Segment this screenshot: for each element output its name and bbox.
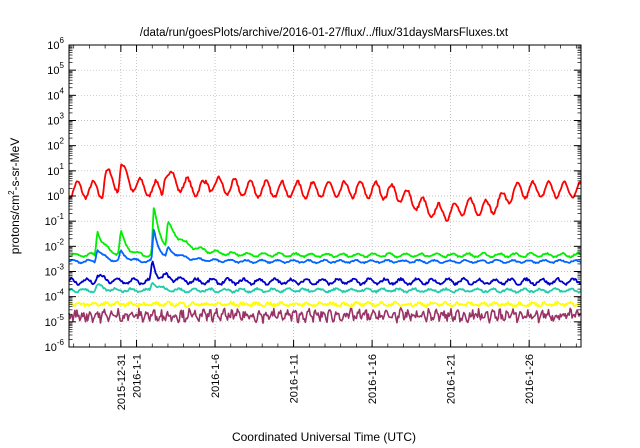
series-line [68,307,582,324]
y-tick-base: 10 [47,65,59,77]
y-tick-label: 10-5 [45,313,65,329]
y-tick-exponent: 3 [60,112,65,121]
y-tick-exponent: -3 [57,263,65,272]
y-tick-base: 10 [47,40,59,52]
y-tick-label: 10-4 [45,288,65,304]
y-tick-label: 103 [47,112,64,128]
y-tick-base: 10 [45,317,57,329]
chart-title: /data/run/goesPlots/archive/2016-01-27/f… [140,27,509,39]
y-tick-base: 10 [45,267,57,279]
y-tick-label: 101 [47,162,64,178]
series-line [68,163,582,222]
y-axis-label-base: protons/cm [8,195,22,254]
y-axis-label-sup: 2 [7,190,16,195]
plot-frame [68,44,582,348]
y-tick-exponent: 5 [60,61,65,70]
x-tick-label: 2016-1-6 [210,354,222,398]
y-tick-exponent: -6 [57,338,65,347]
x-tick-label: 2016-1-11 [289,354,301,403]
y-tick-base: 10 [45,241,57,253]
x-tick-label: 2016-1-1 [132,354,144,398]
y-tick-base: 10 [47,141,59,153]
series-line [68,281,582,294]
y-tick-base: 10 [45,342,57,354]
y-tick-exponent: -5 [57,313,65,322]
y-tick-exponent: -1 [57,212,65,221]
series-line [69,228,582,265]
x-tick-label: 2016-1-21 [446,354,458,404]
y-tick-label: 100 [47,187,64,203]
y-tick-label: 10-2 [45,237,65,253]
y-tick-label: 10-3 [45,263,65,279]
x-axis: 2015-12-31 2016-1-1 2016-1-6 2016-1-11 2016-… [73,45,577,410]
series-line [68,207,582,259]
series-line [68,300,582,308]
y-tick-base: 10 [45,292,57,304]
y-tick-exponent: 2 [60,137,65,146]
series-line [68,260,582,287]
y-tick-label: 106 [47,36,64,52]
x-tick-label: 2016-1-26 [524,354,536,404]
y-tick-exponent: 1 [60,162,65,171]
y-tick-base: 10 [47,90,59,102]
grid-lines [69,45,581,347]
y-tick-label: 102 [47,137,64,153]
y-tick-base: 10 [47,191,59,203]
y-tick-base: 10 [47,116,59,128]
y-tick-exponent: -4 [57,288,65,297]
series-group [68,163,582,324]
y-tick-label: 10-6 [45,338,65,354]
y-tick-label: 104 [47,86,64,102]
y-axis-label-rest: -s-sr-MeV [8,138,22,191]
y-tick-label: 105 [47,61,64,77]
y-tick-exponent: 4 [60,86,65,95]
y-tick-base: 10 [45,216,57,228]
y-tick-label: 10-1 [45,212,65,228]
x-tick-label: 2016-1-16 [367,354,379,404]
x-axis-label: Coordinated Universal Time (UTC) [232,430,416,444]
y-axis-label: protons/cm2-s-sr-MeV [7,138,22,254]
y-tick-exponent: 0 [60,187,65,196]
y-tick-base: 10 [47,166,59,178]
y-tick-exponent: -2 [57,237,65,246]
x-tick-label: 2015-12-31 [116,354,128,410]
y-tick-exponent: 6 [60,36,65,45]
